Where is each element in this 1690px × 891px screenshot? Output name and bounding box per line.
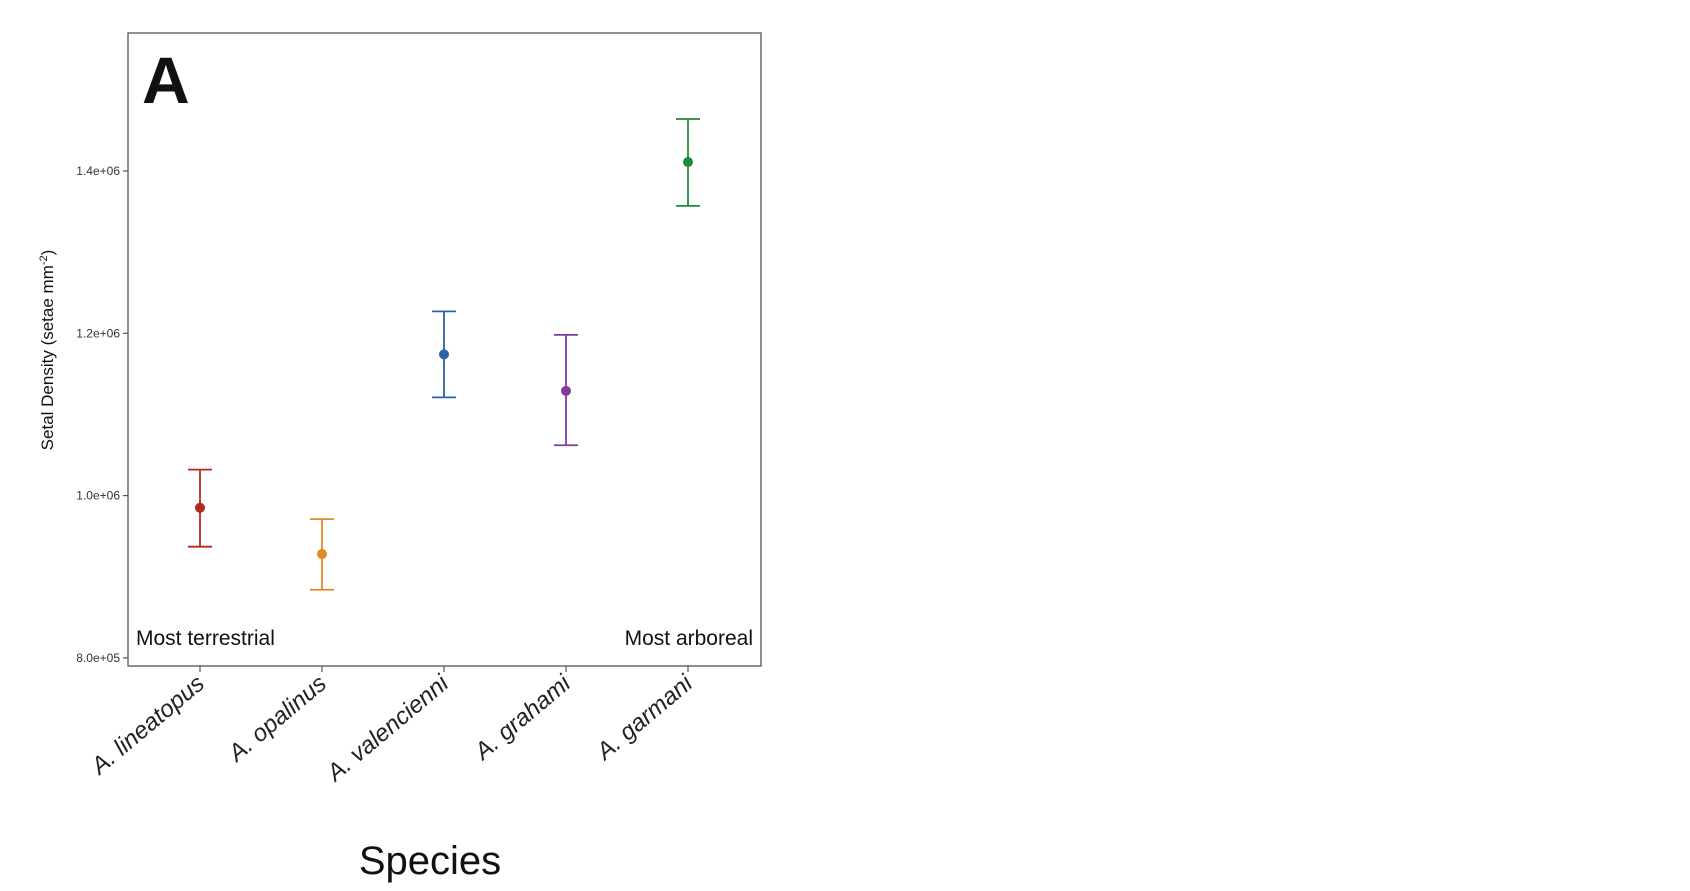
y-axis-title-superscript: -2 [38,255,50,265]
mean-point [439,349,449,360]
panel-label: A [142,43,190,117]
species-point-group [310,518,334,591]
annotation-most-terrestrial: Most terrestrial [136,627,275,650]
x-category-label: A. grahami [468,669,576,766]
y-axis-title-close: ) [38,250,57,256]
mean-point [683,157,693,168]
y-axis-title: Setal Density (setae mm-2) [38,250,57,451]
x-axis-title: Species [359,839,501,883]
y-axis: 8.0e+05 1.0e+06 1.2e+06 1.4e+06 [76,164,128,665]
species-point-group [432,310,456,399]
x-category-label: A. opalinus [222,670,332,768]
data-marks [188,118,700,591]
y-tick-label: 1.2e+06 [76,326,120,340]
x-category-label: A. valencienni [320,669,454,787]
species-point-group [554,333,578,447]
annotation-most-arboreal: Most arboreal [625,627,753,650]
mean-point [195,502,205,513]
species-point-group [676,118,700,207]
y-tick-label: 1.0e+06 [76,489,120,503]
x-category-label: A. garmani [590,669,698,766]
mean-point [561,385,571,396]
species-point-group [188,468,212,548]
x-category-label: A. lineatopus [85,670,210,781]
y-tick-label: 1.4e+06 [76,164,120,178]
y-axis-title-main: Setal Density (setae mm [38,265,57,450]
y-tick-label: 8.0e+05 [76,651,120,665]
mean-point [317,549,327,560]
